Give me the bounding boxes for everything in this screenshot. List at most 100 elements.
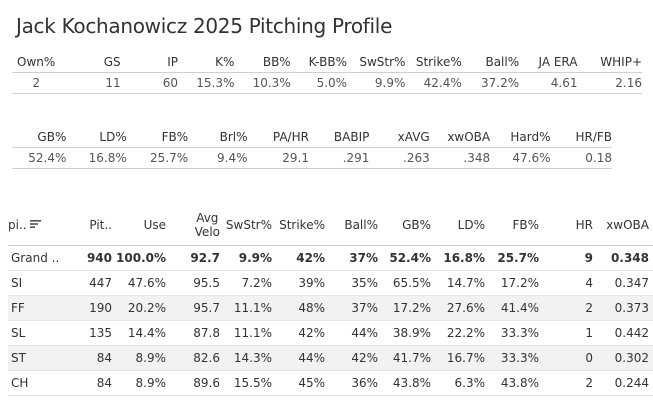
table-cell: 17.2%: [378, 295, 431, 321]
table-cell: 0: [539, 345, 593, 371]
pitch-header-row: pi.. Pit.. Use Avg Velo SwStr% Strike% B…: [8, 205, 653, 246]
table-cell: 39%: [272, 270, 325, 296]
summary-cell: 2.16: [577, 72, 642, 94]
batted-cell: 0.18: [550, 147, 612, 169]
table-cell: 9: [539, 245, 593, 271]
pitch-type-cell: FF: [8, 295, 60, 321]
pitch-header[interactable]: FB%: [512, 218, 539, 232]
table-cell: 42%: [325, 345, 378, 371]
table-cell: 37%: [325, 295, 378, 321]
grand-total-row[interactable]: Grand .. 940 100.0% 92.7 9.9% 42% 37% 52.4% 16.8…: [8, 245, 653, 271]
table-cell: 8.9%: [112, 370, 166, 396]
table-row[interactable]: ST 84 8.9% 82.6 14.3% 44% 42% 41.7% 16.7% 33.3% 0 0…: [8, 345, 653, 371]
summary-header[interactable]: Ball%: [485, 55, 520, 69]
summary-row: 2 11 60 15.3% 10.3% 5.0% 9.9% 42.4% 37.2…: [12, 72, 642, 94]
table-cell: 37%: [325, 245, 378, 271]
table-cell: 95.5: [166, 270, 220, 296]
batted-header[interactable]: GB%: [37, 130, 67, 144]
table-row[interactable]: SL 135 14.4% 87.8 11.1% 42% 44% 38.9% 22.2% 33.3%…: [8, 320, 653, 346]
batted-cell: 47.6%: [490, 147, 551, 169]
pitch-header[interactable]: Pit..: [89, 218, 112, 232]
table-cell: 0.348: [593, 245, 653, 271]
table-cell: 4: [539, 270, 593, 296]
batted-header[interactable]: HR/FB: [575, 130, 612, 144]
table-cell: 15.5%: [220, 370, 272, 396]
table-cell: 0.442: [593, 320, 653, 346]
pitch-header[interactable]: Strike%: [279, 218, 325, 232]
batted-row: 52.4% 16.8% 25.7% 9.4% 29.1 .291 .263 .3…: [12, 147, 612, 169]
table-cell: 41.4%: [485, 295, 539, 321]
table-cell: 940: [60, 245, 112, 271]
sort-descending-icon[interactable]: [29, 218, 42, 232]
table-cell: 20.2%: [112, 295, 166, 321]
table-cell: 33.3%: [485, 345, 539, 371]
summary-cell: 60: [120, 72, 179, 94]
batted-cell: .291: [308, 147, 370, 169]
pitch-type-cell: SI: [8, 270, 60, 296]
batted-header[interactable]: FB%: [161, 130, 189, 144]
table-cell: 87.8: [166, 320, 220, 346]
summary-header[interactable]: Own%: [17, 55, 56, 69]
pitch-header[interactable]: xwOBA: [606, 218, 649, 232]
table-cell: 44%: [272, 345, 325, 371]
table-cell: 43.8%: [485, 370, 539, 396]
summary-header[interactable]: JA ERA: [538, 55, 578, 69]
table-cell: 1: [539, 320, 593, 346]
table-row[interactable]: SI 447 47.6% 95.5 7.2% 39% 35% 65.5% 14.7% 17.2% 4…: [8, 270, 653, 296]
summary-header[interactable]: Strike%: [415, 55, 462, 69]
batted-header[interactable]: Hard%: [510, 130, 551, 144]
table-cell: 14.4%: [112, 320, 166, 346]
pitch-header[interactable]: Ball%: [344, 218, 378, 232]
batted-header-row: GB% LD% FB% Brl% PA/HR BABIP xAVG xwOBA …: [12, 127, 612, 148]
pitch-type-cell: Grand ..: [8, 245, 60, 271]
table-cell: 35%: [325, 270, 378, 296]
table-cell: 16.7%: [431, 345, 485, 371]
batted-header[interactable]: xAVG: [397, 130, 430, 144]
summary-header[interactable]: GS: [103, 55, 121, 69]
summary-header[interactable]: SwStr%: [359, 55, 406, 69]
table-row[interactable]: CH 84 8.9% 89.6 15.5% 45% 36% 43.8% 6.3% 43.8% 2 0.…: [8, 370, 653, 396]
batted-header[interactable]: Brl%: [219, 130, 248, 144]
avg-velo-header-label: Avg Velo: [194, 211, 220, 239]
batted-header[interactable]: BABIP: [333, 130, 370, 144]
table-row[interactable]: FF 190 20.2% 95.7 11.1% 48% 37% 17.2% 27.6% 41.4%…: [8, 295, 653, 321]
table-cell: 38.9%: [378, 320, 431, 346]
summary-cell: 4.61: [519, 72, 578, 94]
table-cell: 447: [60, 270, 112, 296]
table-cell: 65.5%: [378, 270, 431, 296]
table-cell: 9.9%: [220, 245, 272, 271]
pitch-header[interactable]: GB%: [402, 218, 431, 232]
pitch-header[interactable]: Use: [143, 218, 166, 232]
batted-cell: 52.4%: [12, 147, 67, 169]
pitch-type-header[interactable]: pi..: [8, 205, 60, 246]
table-cell: 0.244: [593, 370, 653, 396]
pitch-header[interactable]: Avg Velo: [166, 205, 220, 246]
pitch-header[interactable]: SwStr%: [225, 218, 272, 232]
summary-table: Own% GS IP K% BB% K-BB% SwStr% Strike% B…: [12, 52, 642, 94]
summary-cell: 10.3%: [234, 72, 291, 94]
pitch-header[interactable]: LD%: [457, 218, 485, 232]
batted-header[interactable]: PA/HR: [272, 130, 309, 144]
batted-header[interactable]: LD%: [99, 130, 127, 144]
table-cell: 41.7%: [378, 345, 431, 371]
table-cell: 7.2%: [220, 270, 272, 296]
table-cell: 2: [539, 370, 593, 396]
summary-cell: 42.4%: [405, 72, 462, 94]
summary-header[interactable]: K-BB%: [308, 55, 348, 69]
summary-header[interactable]: WHIP+: [600, 55, 642, 69]
batted-header[interactable]: xwOBA: [447, 130, 491, 144]
batted-cell: .348: [429, 147, 491, 169]
batted-cell: 16.8%: [66, 147, 127, 169]
summary-cell: 9.9%: [347, 72, 406, 94]
table-cell: 14.3%: [220, 345, 272, 371]
summary-cell: 2: [12, 72, 61, 94]
summary-header-row: Own% GS IP K% BB% K-BB% SwStr% Strike% B…: [12, 52, 642, 73]
table-cell: 42%: [272, 320, 325, 346]
table-cell: 45%: [272, 370, 325, 396]
summary-cell: 15.3%: [178, 72, 235, 94]
table-cell: 17.2%: [485, 270, 539, 296]
summary-header[interactable]: BB%: [262, 55, 291, 69]
pitch-header[interactable]: HR: [575, 218, 593, 232]
summary-header[interactable]: IP: [167, 55, 179, 69]
summary-header[interactable]: K%: [215, 55, 235, 69]
